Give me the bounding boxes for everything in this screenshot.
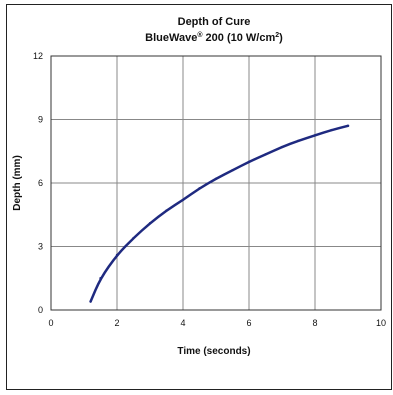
x-tick-label: 2 — [114, 318, 119, 328]
data-point — [89, 300, 92, 303]
subtitle-reg: ® — [197, 31, 203, 39]
data-point — [297, 139, 300, 142]
y-tick-labels: 0 3 6 9 12 — [33, 51, 43, 315]
series-group — [89, 124, 350, 303]
data-point — [330, 128, 333, 132]
y-tick-label: 0 — [38, 305, 43, 315]
series-line — [89, 124, 350, 303]
chart-subtitle: BlueWave® 200 (10 W/cm2) — [145, 31, 283, 44]
data-point — [214, 177, 218, 180]
data-point — [181, 198, 185, 202]
x-tick-label: 6 — [246, 318, 251, 328]
plot-area — [50, 55, 382, 311]
subtitle-mid: 200 (10 W/cm — [203, 32, 276, 44]
data-point — [264, 153, 267, 156]
y-tick-label: 9 — [38, 115, 43, 125]
data-point — [313, 134, 317, 137]
data-point — [280, 145, 284, 149]
x-tick-labels: 0 2 4 6 8 10 — [48, 318, 386, 328]
y-tick-label: 6 — [38, 178, 43, 188]
y-tick-label: 3 — [38, 242, 43, 252]
chart-frame — [6, 4, 392, 390]
subtitle-sup: 2 — [275, 32, 279, 39]
x-tick-label: 10 — [376, 318, 386, 328]
grid-lines — [50, 55, 382, 311]
data-point — [115, 253, 119, 257]
data-point — [198, 187, 201, 190]
data-point — [148, 222, 152, 225]
x-axis-label: Time (seconds) — [177, 346, 250, 357]
data-point — [231, 169, 234, 172]
data-point — [132, 236, 135, 240]
data-point — [99, 277, 102, 280]
data-point — [346, 124, 350, 128]
chart-title: Depth of Cure — [178, 16, 251, 28]
data-point — [165, 209, 168, 212]
y-tick-label: 12 — [33, 51, 43, 61]
y-axis-label: Depth (mm) — [12, 155, 23, 211]
subtitle-main: BlueWave — [145, 32, 197, 44]
subtitle-end: ) — [279, 32, 283, 44]
x-tick-label: 4 — [180, 318, 185, 328]
data-point — [247, 160, 251, 164]
x-tick-label: 0 — [48, 318, 53, 328]
x-tick-label: 8 — [312, 318, 317, 328]
